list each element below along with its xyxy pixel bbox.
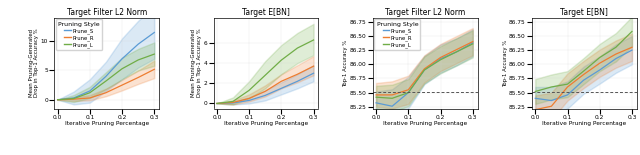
Legend: Prune_S, Prune_R, Prune_L: Prune_S, Prune_R, Prune_L bbox=[374, 19, 420, 50]
Title: Target E[BN]: Target E[BN] bbox=[242, 8, 290, 17]
Y-axis label: Mean Pruning-Generated
Drop in Top-1 Accuracy %: Mean Pruning-Generated Drop in Top-1 Acc… bbox=[191, 29, 202, 97]
Y-axis label: Top-1 Accuracy %: Top-1 Accuracy % bbox=[502, 40, 508, 87]
Title: Target E[BN]: Target E[BN] bbox=[561, 8, 609, 17]
Title: Target Filter L2 Norm: Target Filter L2 Norm bbox=[67, 8, 147, 17]
Legend: Prune_S, Prune_R, Prune_L: Prune_S, Prune_R, Prune_L bbox=[56, 19, 102, 50]
Y-axis label: Mean Pruning-Generated
Drop in Top-1 Accuracy %: Mean Pruning-Generated Drop in Top-1 Acc… bbox=[29, 29, 40, 97]
Y-axis label: Top-1 Accuracy %: Top-1 Accuracy % bbox=[343, 40, 348, 87]
X-axis label: Iterative Pruning Percentage: Iterative Pruning Percentage bbox=[65, 121, 149, 126]
X-axis label: Iterative Pruning Percentage: Iterative Pruning Percentage bbox=[542, 121, 627, 126]
X-axis label: Iterative Pruning Percentage: Iterative Pruning Percentage bbox=[224, 121, 308, 126]
Title: Target Filter L2 Norm: Target Filter L2 Norm bbox=[385, 8, 465, 17]
X-axis label: Iterative Pruning Percentage: Iterative Pruning Percentage bbox=[383, 121, 467, 126]
